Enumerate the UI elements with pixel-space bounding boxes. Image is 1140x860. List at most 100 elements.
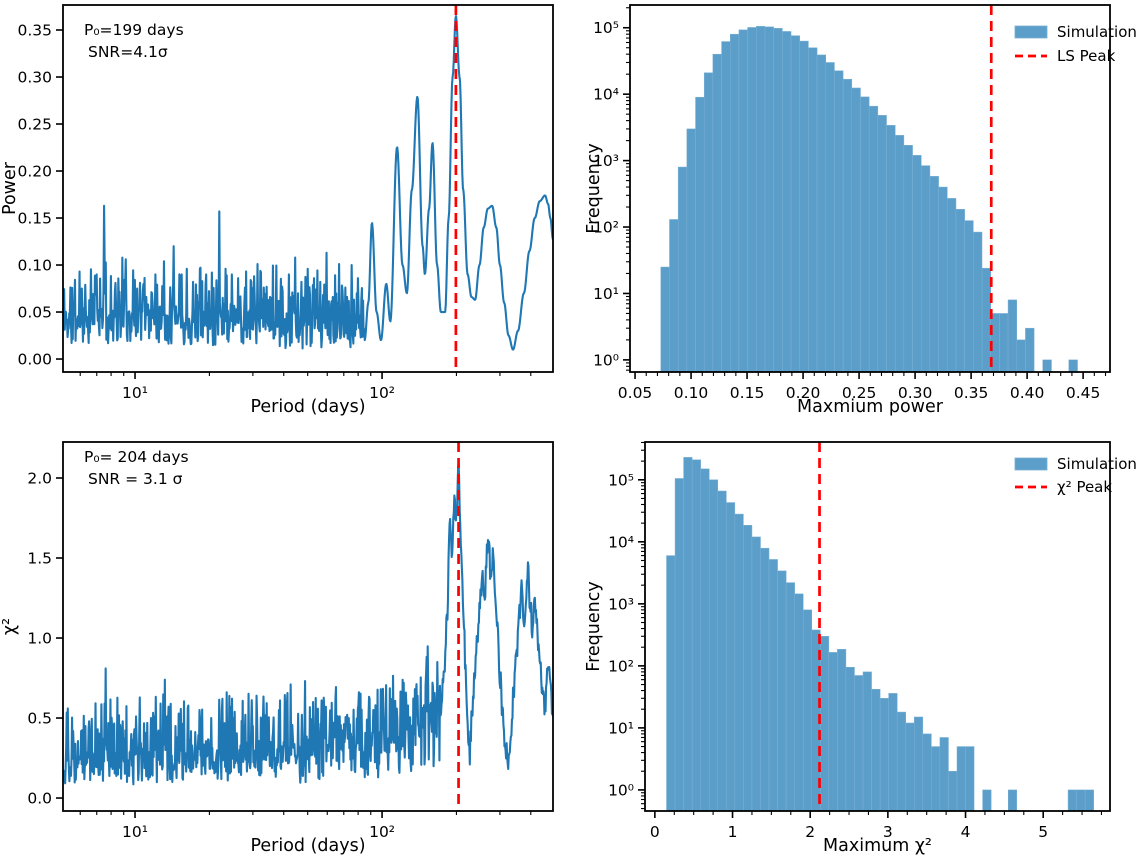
hist-bar [905,722,915,811]
hist-bar [947,198,957,372]
x-tick-label: 10² [369,823,395,841]
annotation-line: P₀=199 days [84,21,184,39]
legend: Simulation LS Peak [1014,23,1137,65]
periodogram-line [63,15,553,351]
plot-area-chi2_hist [666,442,1094,811]
hist-bar [999,313,1009,372]
hist-bar [760,547,770,811]
hist-bar [862,671,872,811]
y-axis: 0.0 0.5 1.0 1.5 2.0 [27,470,63,808]
hist-bar [695,96,705,372]
hist-bar [721,41,731,372]
axes-spines [644,441,1111,812]
x-tick-label: 4 [961,823,971,841]
hist-bar [965,746,975,811]
x-axis-label: Maxmium power [797,397,944,417]
hist-bar [1068,359,1078,372]
subplot-chi2_periodogram: 10¹ 10² 0.0 0.5 1.0 1.5 2.0 Period (days) χ² P₀= … [0,441,554,856]
x-axis: 10¹ 10² [79,372,532,402]
y-tick-label: 10⁴ [593,86,619,104]
y-tick-label: 0.5 [27,710,52,728]
x-tick-label: 5 [1038,823,1048,841]
hist-bar [669,219,679,372]
y-axis: 10⁰ 10¹ 10² 10³ 10⁴ 10⁵ [608,441,645,810]
hist-bar [683,457,693,811]
hist-bar [777,570,787,811]
y-tick-label: 0.25 [17,116,52,134]
hist-bar [747,27,757,372]
y-tick-label: 10⁵ [608,471,634,489]
hist-bar [877,115,887,372]
x-tick-label: 0.25 [842,384,877,402]
hist-bar [674,478,684,811]
hist-bar [677,166,688,372]
y-tick-label: 10² [593,219,619,237]
subplot-power_hist: 0.05 0.10 0.15 0.20 0.25 0.30 0.35 0.40 0.4510⁰1… [584,4,1137,417]
y-tick-label: 0.20 [17,163,52,181]
hist-bar [973,231,983,372]
x-tick-label: 0.10 [674,384,709,402]
x-axis-label: Period (days) [250,836,365,856]
y-tick-label: 10⁴ [608,533,634,551]
x-tick-label: 0.35 [954,384,989,402]
hist-bar [743,525,753,811]
hist-bar [1025,327,1035,372]
hist-bar [799,40,809,372]
hist-bar [922,733,932,811]
hist-bar [894,135,905,372]
hist-bar [868,105,879,372]
hist-bar [1042,359,1052,372]
hist-bar [816,54,827,372]
hist-bar [834,70,844,372]
subplot-chi2_hist: 0 1 2 3 4 5 10⁰ 10¹ 10² 10³ 10⁴ 10⁵ Maximum χ² Freque… [584,441,1137,856]
y-axis-label: Frequency [584,143,604,233]
x-tick-label: 2 [805,823,815,841]
x-axis-label: Period (days) [250,397,365,417]
hist-bar [686,128,696,372]
histogram-bars [666,457,1094,811]
hist-bar [888,693,898,811]
hist-bar [700,468,710,811]
y-tick-label: 10¹ [593,285,619,303]
y-tick-label: 0.10 [17,257,52,275]
hist-bar [1084,789,1094,811]
legend-patch-simulation [1014,457,1048,471]
hist-bar [929,176,939,372]
hist-bar [808,47,818,372]
y-axis: 10⁰ 10¹ 10² 10³ 10⁴ 10⁵ [593,7,630,371]
y-tick-label: 1.0 [27,630,52,648]
hist-bar [879,698,889,811]
y-tick-label: 10¹ [608,719,634,737]
hist-bar [734,513,744,811]
plot-area-chi2_periodogram [63,442,553,811]
legend-label: Simulation [1057,455,1137,473]
histogram-bars [660,26,1078,372]
annotation-line: SNR = 3.1 σ [88,470,183,488]
hist-bar [837,649,847,811]
hist-bar [730,33,740,372]
hist-bar [708,479,719,811]
hist-bar [773,28,783,372]
annotation: P₀= 204 days SNR = 3.1 σ [84,448,189,488]
hist-bar [842,78,853,372]
hist-bar [703,72,714,372]
hist-bar [726,502,736,811]
x-tick-label: 0.20 [786,384,821,402]
y-axis-label: Frequency [584,581,604,671]
hist-bar [955,209,965,372]
hist-bar [981,267,991,372]
hist-bar [860,96,870,372]
y-tick-label: 10⁵ [593,19,619,37]
x-tick-label: 0.15 [730,384,765,402]
y-axis-label: χ² [0,618,20,635]
annotation-line: SNR=4.1σ [88,43,168,61]
plot-area-power_hist [660,5,1078,372]
hist-bar [939,737,949,811]
hist-bar [660,266,670,372]
x-tick-label: 0.05 [618,384,653,402]
y-tick-label: 0.0 [27,790,52,808]
hist-bar [712,53,722,372]
hist-bar [956,746,966,811]
hist-bar [914,716,924,811]
